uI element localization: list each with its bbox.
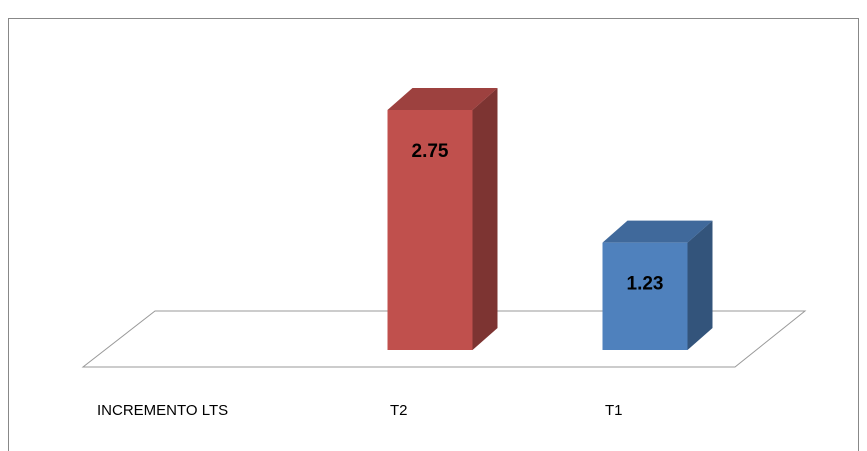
bar-side	[687, 220, 713, 350]
bar-top-shade	[387, 88, 498, 110]
x-tick-label: INCREMENTO LTS	[97, 402, 228, 419]
bar-top	[602, 220, 713, 243]
bar-side-shade	[472, 88, 498, 350]
x-tick-label: T2	[390, 402, 408, 419]
bar-side-shade	[687, 220, 713, 350]
bar-top	[387, 88, 498, 110]
bar-top-shade	[602, 220, 713, 243]
bar-side	[472, 88, 498, 350]
bar	[602, 242, 688, 350]
data-label: 2.75	[412, 141, 449, 162]
data-label: 1.23	[627, 274, 664, 295]
x-tick-label: T1	[605, 402, 623, 419]
bar	[387, 110, 473, 350]
